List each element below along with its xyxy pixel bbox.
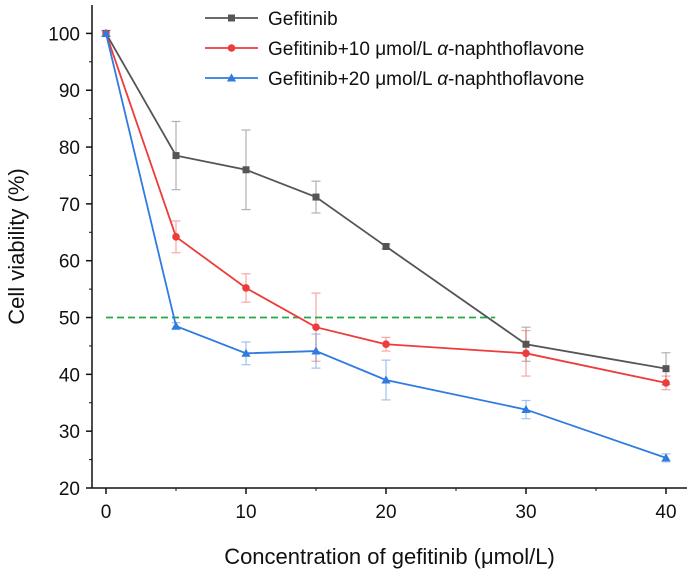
legend-marker-1 <box>228 14 235 22</box>
data-point-2 <box>312 323 320 331</box>
chart-axes: 20 30 40 50 60 70 80 90 100 0 10 20 30 40 <box>48 5 687 523</box>
y-axis-title: Cell viability (%) <box>4 168 29 324</box>
y-tick-label: 90 <box>59 81 80 102</box>
legend-marker-2 <box>227 44 236 52</box>
y-tick-label: 80 <box>59 138 80 159</box>
data-point-3 <box>311 346 321 355</box>
x-tick-label: 40 <box>655 502 676 523</box>
series-markers <box>101 28 671 462</box>
x-axis-title: Concentration of gefitinib (μmol/L) <box>224 544 555 569</box>
data-point-3 <box>661 453 671 462</box>
x-tick-label: 30 <box>515 502 536 523</box>
y-tick-label: 30 <box>59 422 80 443</box>
data-point-2 <box>522 349 530 358</box>
data-point-1 <box>312 193 320 201</box>
data-point-2 <box>662 379 670 387</box>
data-point-2 <box>382 340 390 349</box>
legend-label-suffix: -naphthoflavone <box>448 39 584 60</box>
x-tick-label: 20 <box>375 502 396 523</box>
legend-label-1: Gefitinib <box>268 9 338 30</box>
data-point-1 <box>662 365 670 373</box>
data-point-3 <box>381 375 391 384</box>
legend-marker-3 <box>226 73 237 82</box>
legend-label-text: Gefitinib+20 μmol/L <box>268 69 437 90</box>
y-tick-label: 100 <box>48 24 80 45</box>
data-point-1 <box>172 152 180 160</box>
y-tick-label: 50 <box>59 309 80 330</box>
y-tick-label: 70 <box>59 195 80 216</box>
legend-label-suffix: -naphthoflavone <box>448 69 584 90</box>
data-point-1 <box>522 340 530 348</box>
data-point-1 <box>382 243 390 250</box>
data-point-1 <box>242 166 250 174</box>
y-tick-label: 40 <box>59 365 80 386</box>
y-tick-label: 60 <box>59 252 80 273</box>
x-tick-label: 10 <box>235 502 256 523</box>
x-tick-label: 0 <box>101 502 112 523</box>
data-point-3 <box>171 321 181 330</box>
legend-label-italic: α <box>437 39 449 60</box>
legend-label-text: Gefitinib <box>268 9 338 30</box>
legend-label-3: Gefitinib+20 μmol/L α-naphthoflavone <box>268 69 584 90</box>
data-point-3 <box>521 404 531 414</box>
legend-label-text: Gefitinib+10 μmol/L <box>268 39 437 60</box>
legend-label-2: Gefitinib+10 μmol/L α-naphthoflavone <box>268 39 584 60</box>
data-point-2 <box>172 233 180 241</box>
data-point-3 <box>101 28 111 37</box>
data-point-2 <box>242 284 250 292</box>
data-point-3 <box>241 348 251 357</box>
y-tick-label: 20 <box>59 479 80 500</box>
legend-label-italic: α <box>437 69 449 90</box>
